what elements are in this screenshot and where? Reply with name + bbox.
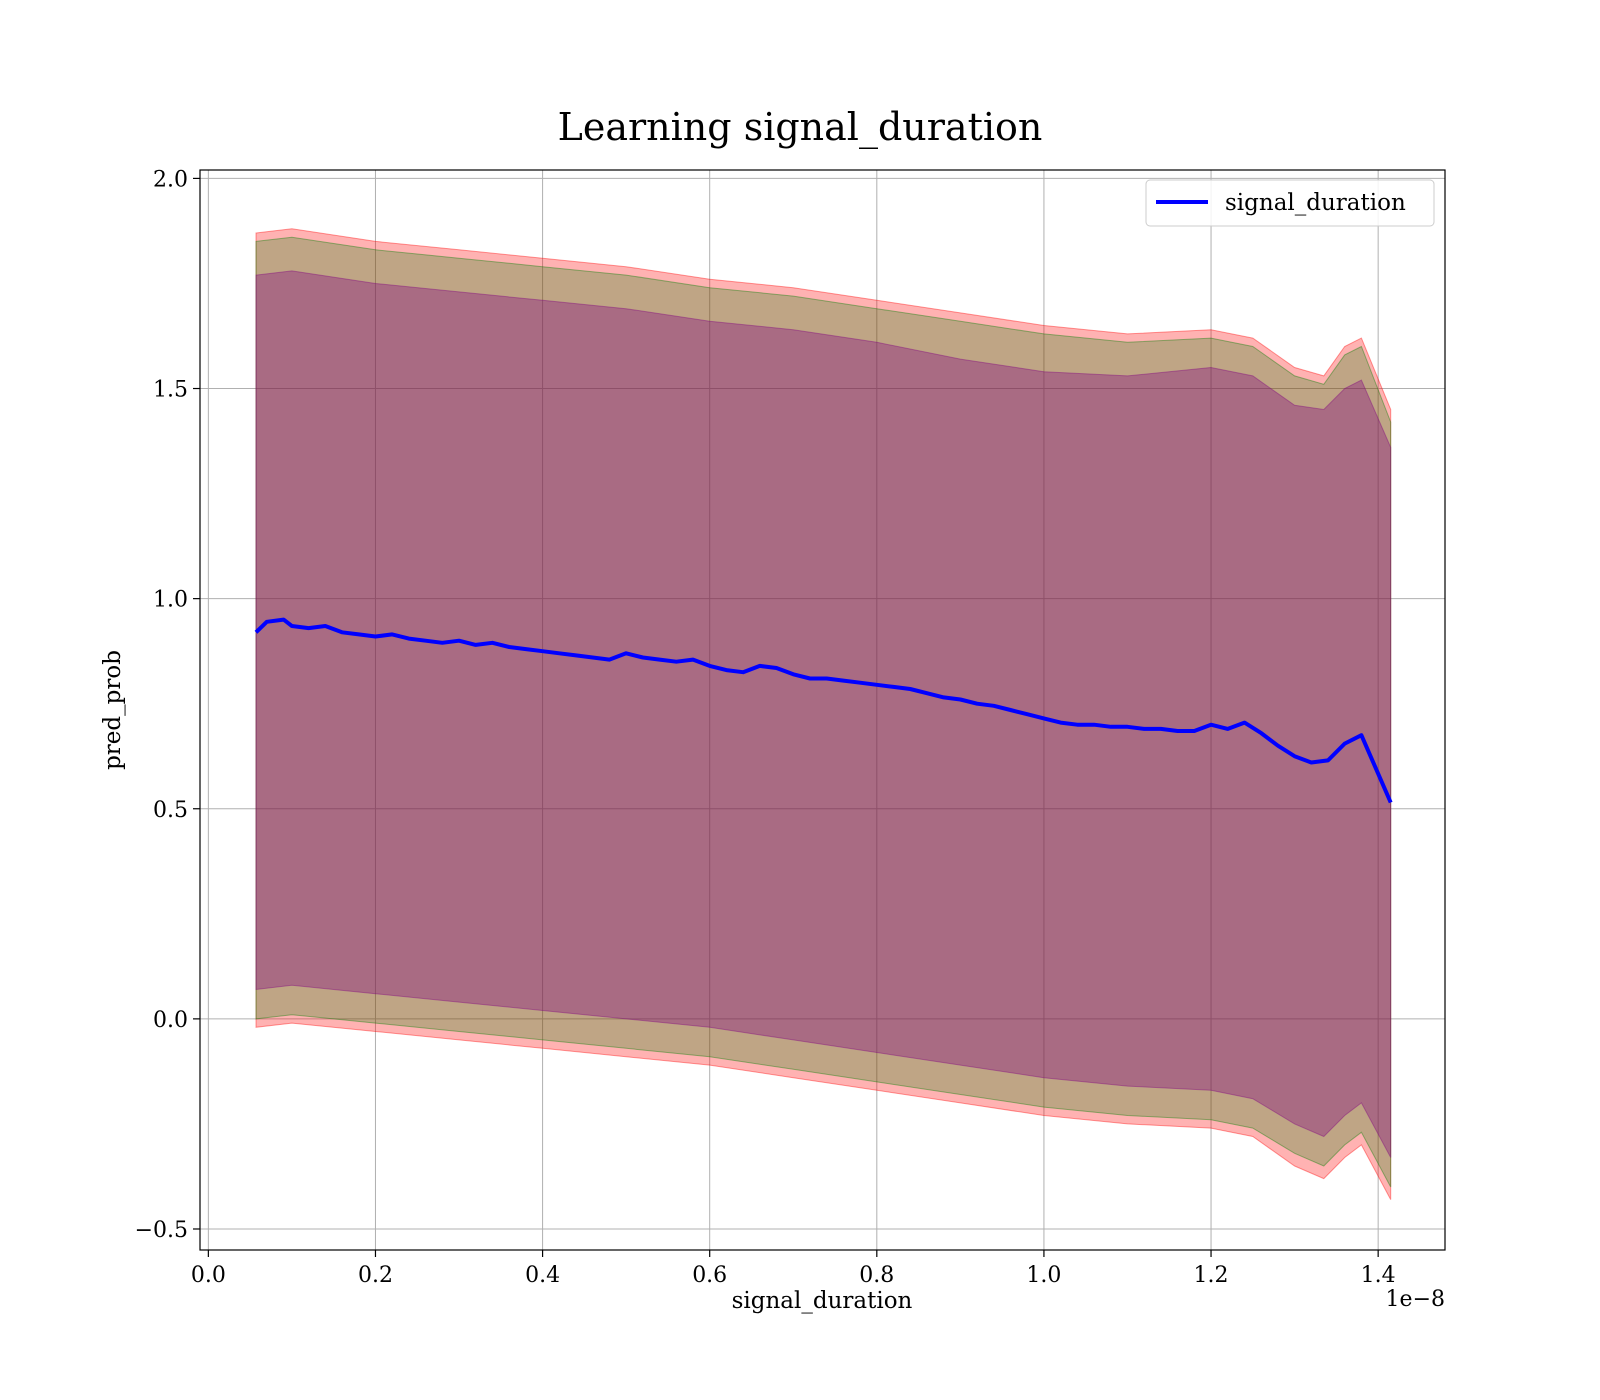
- x-tick-label: 0.8: [859, 1263, 894, 1288]
- x-tick-label: 1.4: [1361, 1263, 1396, 1288]
- legend-box: [1145, 179, 1435, 227]
- plot-frame: [199, 169, 1446, 1251]
- x-tick-label: 0.2: [358, 1263, 393, 1288]
- chart-title: Learning signal_duration: [558, 105, 1043, 150]
- y-tick-label: 2.0: [153, 167, 188, 192]
- x-tick-label: 1.2: [1194, 1263, 1229, 1288]
- y-tick-label: 0.5: [153, 798, 188, 823]
- y-tick-label: 1.5: [153, 378, 188, 403]
- legend: signal_duration: [1145, 179, 1435, 227]
- legend-label: signal_duration: [1225, 190, 1406, 216]
- confidence-band-2: [255, 270, 1392, 1158]
- y-tick-label: 0.0: [153, 1008, 188, 1033]
- x-axis-ticks: 0.0 0.2 0.4 0.6 0.8 1.0 1.2 1.4: [191, 1250, 1396, 1288]
- x-tick-label: 0.6: [692, 1263, 727, 1288]
- x-axis-offset-text: 1e−8: [1386, 1287, 1445, 1312]
- x-tick-label: 0.4: [525, 1263, 560, 1288]
- series-line-0: [254, 617, 1393, 804]
- x-axis-label: signal_duration: [732, 1288, 913, 1314]
- confidence-band-0: [255, 228, 1392, 1200]
- confidence-bands: [255, 228, 1392, 1200]
- x-tick-label: 0.0: [191, 1263, 226, 1288]
- y-tick-label: 1.0: [153, 588, 188, 613]
- y-axis-ticks: −0.5 0.0 0.5 1.0 1.5 2.0: [135, 167, 200, 1243]
- y-tick-label: −0.5: [135, 1218, 188, 1243]
- confidence-band-1: [255, 236, 1392, 1188]
- grid-lines: [200, 170, 1445, 1250]
- x-tick-label: 1.0: [1026, 1263, 1061, 1288]
- y-axis-label: pred_prob: [100, 650, 126, 770]
- series-lines: [254, 617, 1393, 804]
